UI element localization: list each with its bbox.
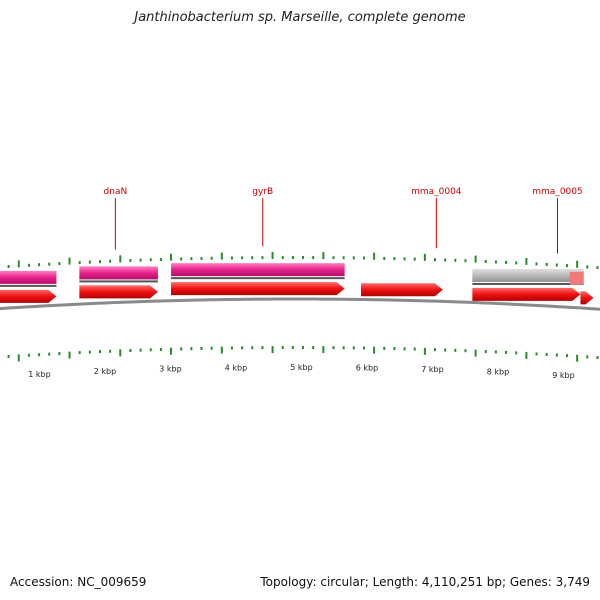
map-title: Janthinobacterium sp. Marseille, complet… [134, 10, 466, 25]
cds-arrow [472, 287, 581, 301]
cds-arrow [0, 289, 57, 303]
outer-gene-shadow [472, 282, 584, 285]
outer-gene-shadow [171, 277, 345, 280]
cds-arrow [580, 291, 594, 305]
outer-gene-bar [79, 266, 158, 280]
kbp-scale-label: 3 kbp [159, 365, 181, 374]
kbp-scale-label: 2 kbp [94, 367, 116, 376]
cds-arrow [79, 285, 158, 299]
accession-text: Accession: NC_009659 [10, 575, 147, 589]
kbp-scale-label: 1 kbp [28, 370, 50, 379]
outer-gene-shadow [0, 284, 57, 287]
kbp-scale-label: 7 kbp [421, 365, 443, 374]
gene-label: gyrB [252, 187, 273, 197]
cds-arrow [171, 282, 345, 296]
gene-label: mma_0005 [532, 187, 582, 197]
outer-gene-bar [472, 268, 584, 282]
outer-gene-shadow [79, 280, 158, 283]
outer-gene-tip [569, 271, 584, 285]
kbp-scale-label: 9 kbp [552, 371, 574, 380]
kbp-scale-label: 6 kbp [356, 364, 378, 373]
genome-summary-text: Topology: circular; Length: 4,110,251 bp… [260, 575, 590, 589]
backbone-arc [0, 297, 600, 311]
cds-arrow [361, 283, 443, 297]
outer-gene-bar [171, 263, 345, 277]
gene-label: mma_0004 [411, 187, 462, 197]
kbp-scale-label: 4 kbp [225, 363, 247, 372]
kbp-scale-label: 5 kbp [290, 363, 312, 372]
kbp-scale-label: 8 kbp [487, 368, 509, 377]
outer-gene-bar [0, 270, 57, 284]
gene-label: dnaN [104, 187, 128, 197]
